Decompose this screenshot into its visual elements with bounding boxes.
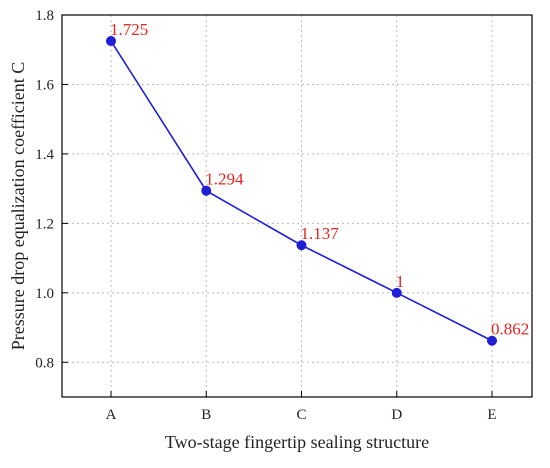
x-tick-label: E — [487, 407, 496, 423]
grid — [62, 15, 532, 397]
data-label: 1.137 — [301, 224, 340, 243]
data-point — [296, 240, 307, 251]
data-label: 1 — [396, 272, 405, 291]
data-label: 1.294 — [205, 170, 244, 189]
data-point — [106, 36, 116, 47]
y-tick-label: 1.6 — [35, 77, 54, 93]
plot-frame — [61, 14, 533, 398]
data-label: 0.862 — [491, 320, 529, 339]
x-tick-label: A — [106, 407, 117, 423]
y-tick-label: 1.2 — [35, 216, 54, 232]
x-tick-label: C — [296, 407, 306, 423]
y-tick-label: 1.4 — [35, 147, 54, 163]
y-axis-title: Pressure drop equalization coefficient C — [8, 62, 28, 351]
y-tick-label: 1.0 — [35, 286, 54, 302]
data-point — [201, 185, 212, 196]
series — [106, 36, 497, 346]
data-point — [487, 335, 497, 346]
data-labels: 1.725 1.294 1.137 1 0.862 — [110, 20, 529, 339]
data-label: 1.725 — [110, 20, 148, 39]
data-point — [391, 287, 402, 298]
x-axis-title: Two-stage fingertip sealing structure — [165, 432, 429, 452]
x-tick-label: D — [391, 407, 402, 423]
y-tick-label: 0.8 — [35, 355, 54, 371]
y-tick-label: 1.8 — [35, 8, 54, 24]
x-tick-label: B — [201, 407, 211, 423]
axis-ticks: A B C D E 0.8 1.0 1.2 1.4 1.6 1.8 — [35, 8, 496, 423]
